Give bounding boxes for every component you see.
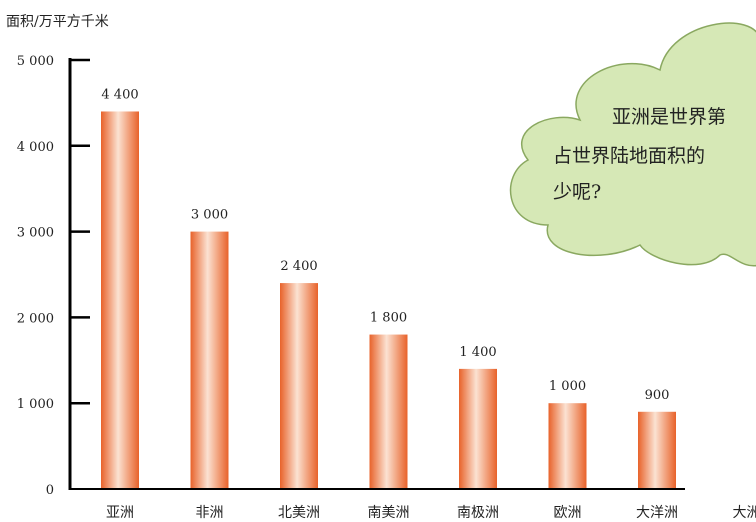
bar xyxy=(548,403,587,489)
x-tick-label: 非洲 xyxy=(196,505,224,521)
bar xyxy=(101,111,139,489)
bar xyxy=(638,411,676,489)
y-tick-label: 1 000 xyxy=(17,397,54,412)
bar xyxy=(369,334,408,489)
data-label: 4 400 xyxy=(101,87,138,102)
bubble-line-1: 亚洲是世界第 xyxy=(612,106,726,128)
data-label: 2 400 xyxy=(280,259,317,274)
x-tick-label: 大洋洲 xyxy=(636,505,678,521)
thought-bubble: 亚洲是世界第 占世界陆地面积的 少呢? xyxy=(509,22,756,267)
y-tick-label: 3 000 xyxy=(17,226,54,241)
x-tick-label: 南极洲 xyxy=(457,505,499,521)
bubble-line-2: 占世界陆地面积的 xyxy=(553,145,705,167)
bars: 4 400 亚洲 3 000 非洲 2 400 北美洲 1 800 南美洲 1 400 南极洲 1 … xyxy=(101,87,756,521)
y-tick-label: 5 000 xyxy=(17,54,54,69)
data-label: 3 000 xyxy=(191,208,228,223)
x-tick-label: 大洲 xyxy=(733,505,756,521)
bubble-line-3: 少呢? xyxy=(553,181,601,203)
data-label: 1 800 xyxy=(370,311,407,326)
x-tick-label: 欧洲 xyxy=(554,505,582,521)
bar xyxy=(190,231,229,489)
data-label: 1 000 xyxy=(549,379,586,394)
y-tick-label: 0 xyxy=(46,483,54,498)
x-tick-label: 南美洲 xyxy=(368,505,410,521)
bar xyxy=(459,368,497,489)
x-tick-label: 亚洲 xyxy=(106,505,134,521)
data-label: 1 400 xyxy=(459,345,496,360)
data-label: 900 xyxy=(645,388,670,403)
y-tick-label: 2 000 xyxy=(17,311,54,326)
y-axis-label: 面积/万平方千米 xyxy=(6,14,109,30)
y-axis-ticks: 0 1 000 2 000 3 000 4 000 5 000 xyxy=(17,54,90,498)
x-tick-label: 北美洲 xyxy=(278,505,320,521)
bar xyxy=(280,283,318,489)
y-tick-label: 4 000 xyxy=(17,140,54,155)
thought-bubble-shape xyxy=(509,22,756,267)
